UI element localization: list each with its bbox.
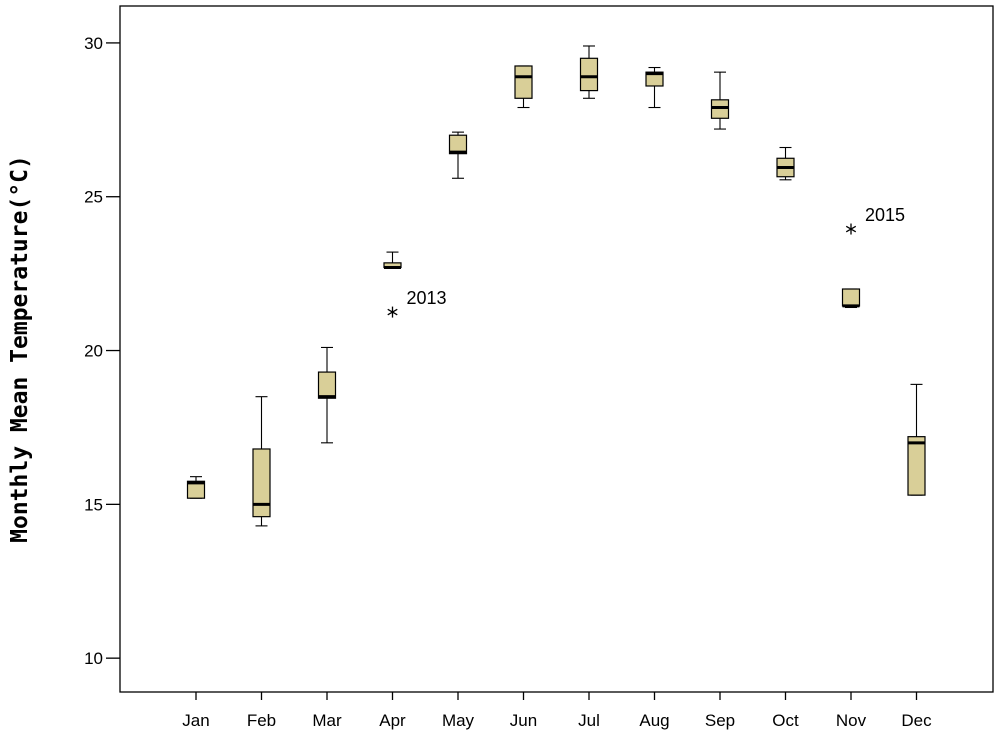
outlier-nov: 2015 [845,205,905,235]
plot-area-frame [119,5,994,693]
iqr-box [514,65,533,99]
x-tick-label: Nov [836,711,867,730]
box-jul [579,45,599,99]
y-tick-label: 25 [84,188,103,207]
iqr-box [645,71,664,87]
x-tick-label: Jul [578,711,600,730]
box-mar [317,346,337,444]
box-feb [252,396,271,527]
iqr-box [579,57,599,92]
y-tick-label: 30 [84,34,103,53]
outlier-star-marker [387,306,398,318]
x-tick-label: May [442,711,475,730]
outlier-star-marker [845,223,857,235]
y-axis-title: Monthly Mean Temperature(°C) [7,155,33,543]
outlier-star-stroke [387,308,398,316]
x-tick-label: Sep [705,711,735,730]
x-tick-label: Dec [901,711,932,730]
outlier-apr: 2013 [387,288,447,318]
box-dec [907,383,926,496]
outlier-star-stroke [845,225,857,233]
x-tick-label: Feb [247,711,276,730]
x-tick-label: Apr [379,711,406,730]
iqr-box [317,371,337,399]
iqr-box [710,99,730,119]
y-axis: 10 15 20 25 30 [84,34,120,668]
outlier-markers: 2013 2015 [387,205,905,318]
box-may [448,131,468,179]
iqr-box [252,448,271,518]
y-tick-label: 15 [84,495,103,514]
x-axis: Jan Feb Mar Apr May Jun Jul Aug Sep Oct Nov Dec [182,692,932,730]
x-tick-label: Jun [510,711,537,730]
outlier-label: 2015 [865,205,905,225]
box-series [186,45,926,527]
y-tick-label: 10 [84,649,103,668]
x-tick-label: Aug [639,711,669,730]
iqr-box [186,480,206,499]
box-nov [841,288,861,309]
box-apr [383,251,402,269]
x-tick-label: Oct [772,711,799,730]
iqr-box [841,288,861,307]
y-tick-label: 20 [84,342,103,361]
box-oct [776,146,795,181]
box-aug [645,66,664,109]
box-sep [710,71,730,130]
iqr-box [907,436,926,496]
box-jun [514,65,533,109]
iqr-box [448,134,468,155]
x-tick-label: Mar [312,711,342,730]
x-tick-label: Jan [182,711,209,730]
box-jan [186,476,206,499]
outlier-label: 2013 [407,288,447,308]
